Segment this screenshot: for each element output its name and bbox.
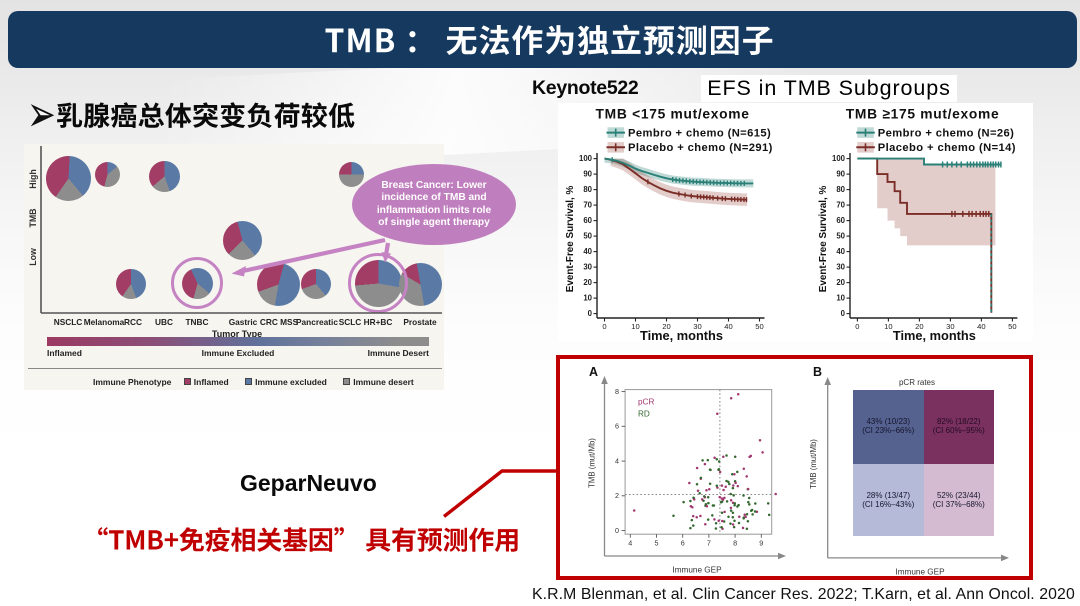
svg-text:10: 10 (583, 294, 592, 303)
svg-text:50: 50 (1008, 322, 1016, 331)
svg-text:Event-Free Survival, %: Event-Free Survival, % (565, 186, 576, 293)
svg-text:7: 7 (707, 539, 711, 548)
svg-text:RD: RD (638, 410, 650, 419)
svg-text:30: 30 (836, 263, 845, 272)
svg-text:Pembro + chemo (N=26): Pembro + chemo (N=26) (878, 127, 1014, 139)
svg-text:10: 10 (836, 294, 845, 303)
svg-text:Time, months: Time, months (893, 328, 976, 343)
svg-text:Pembro + chemo (N=615): Pembro + chemo (N=615) (628, 127, 771, 139)
svg-text:6: 6 (615, 422, 619, 431)
svg-text:TMB (mut/Mb): TMB (mut/Mb) (588, 438, 597, 488)
svg-text:80: 80 (583, 185, 592, 194)
svg-text:80: 80 (836, 185, 845, 194)
svg-text:Placebo + chemo (N=14): Placebo + chemo (N=14) (878, 142, 1016, 154)
svg-text:Immune GEP: Immune GEP (895, 568, 945, 577)
svg-text:40: 40 (724, 322, 732, 331)
svg-text:20: 20 (915, 322, 923, 331)
svg-text:40: 40 (836, 247, 845, 256)
svg-text:30: 30 (583, 263, 592, 272)
svg-text:30: 30 (946, 322, 954, 331)
svg-text:0: 0 (588, 309, 593, 318)
svg-text:50: 50 (755, 322, 763, 331)
svg-text:TMB (mut/Mb): TMB (mut/Mb) (809, 439, 818, 489)
svg-text:20: 20 (662, 322, 670, 331)
svg-text:8: 8 (733, 539, 737, 548)
svg-text:4: 4 (615, 456, 619, 465)
svg-text:90: 90 (583, 170, 592, 179)
svg-text:10: 10 (884, 322, 892, 331)
svg-text:5: 5 (655, 539, 659, 548)
svg-text:4: 4 (628, 539, 632, 548)
svg-text:pCR: pCR (638, 398, 654, 407)
svg-text:A: A (589, 365, 598, 379)
svg-text:Placebo + chemo (N=291): Placebo + chemo (N=291) (628, 142, 773, 154)
svg-text:pCR rates: pCR rates (899, 378, 935, 387)
svg-text:8: 8 (615, 387, 619, 396)
svg-text:100: 100 (579, 154, 593, 163)
svg-text:50: 50 (836, 232, 845, 241)
svg-text:60: 60 (836, 216, 845, 225)
svg-text:100: 100 (832, 154, 846, 163)
svg-text:TMB ≥175 mut/exome: TMB ≥175 mut/exome (846, 107, 1000, 122)
svg-text:50: 50 (583, 232, 592, 241)
svg-text:10: 10 (631, 322, 639, 331)
svg-text:2: 2 (615, 491, 619, 500)
svg-text:30: 30 (693, 322, 701, 331)
svg-text:6: 6 (681, 539, 685, 548)
svg-text:0: 0 (615, 526, 619, 535)
svg-text:Event-Free Survival, %: Event-Free Survival, % (818, 186, 829, 293)
svg-text:Time, months: Time, months (640, 328, 723, 343)
svg-text:B: B (813, 365, 822, 379)
svg-text:9: 9 (759, 539, 763, 548)
svg-text:40: 40 (977, 322, 985, 331)
svg-text:TMB <175 mut/exome: TMB <175 mut/exome (596, 107, 750, 122)
svg-text:40: 40 (583, 247, 592, 256)
svg-text:90: 90 (836, 170, 845, 179)
svg-text:0: 0 (841, 309, 846, 318)
svg-text:70: 70 (836, 201, 845, 210)
svg-text:20: 20 (836, 278, 845, 287)
svg-text:0: 0 (602, 322, 606, 331)
svg-text:0: 0 (855, 322, 859, 331)
svg-text:70: 70 (583, 201, 592, 210)
svg-text:20: 20 (583, 278, 592, 287)
svg-text:60: 60 (583, 216, 592, 225)
svg-text:Immune GEP: Immune GEP (672, 566, 722, 575)
